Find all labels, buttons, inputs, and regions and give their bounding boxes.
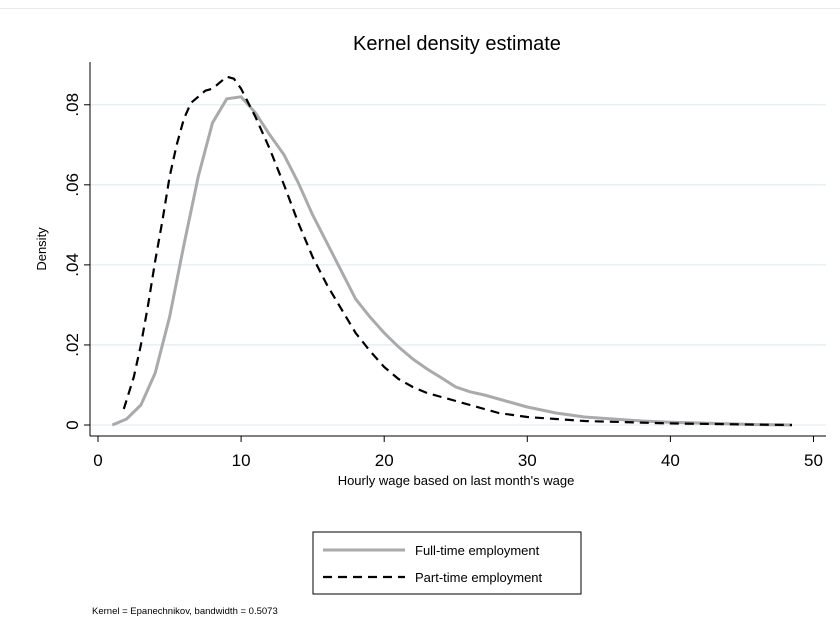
x-tick-label: 30	[518, 451, 537, 470]
legend-label-part-time: Part-time employment	[415, 570, 543, 585]
gridlines	[90, 104, 826, 426]
legend: Full-time employment Part-time employmen…	[312, 531, 582, 595]
y-tick-label: 0	[63, 420, 82, 429]
x-axis-label: Hourly wage based on last month's wage	[338, 473, 575, 488]
legend-label-full-time: Full-time employment	[415, 543, 540, 558]
x-tick-label: 0	[93, 451, 102, 470]
chart-title: Kernel density estimate	[353, 33, 561, 55]
top-divider	[0, 8, 840, 9]
y-axis-ticks: 0 .02 .04 .06 .08	[63, 93, 90, 430]
y-tick-label: .04	[63, 253, 82, 277]
y-tick-label: .02	[63, 333, 82, 357]
kernel-note: Kernel = Epanechnikov, bandwidth = 0.507…	[92, 606, 278, 617]
series-line-part-time	[122, 75, 793, 427]
x-tick-label: 40	[661, 451, 680, 470]
legend-box	[312, 531, 582, 595]
series-line-full-time	[111, 95, 793, 427]
y-axis-label: Density	[34, 227, 49, 271]
x-tick-label: 50	[804, 451, 823, 470]
series-lines	[111, 75, 793, 427]
y-tick-label: .08	[63, 93, 82, 117]
x-tick-label: 20	[375, 451, 394, 470]
x-tick-label: 10	[232, 451, 251, 470]
y-tick-label: .06	[63, 173, 82, 197]
x-axis-ticks: 0 10 20 30 40 50	[93, 436, 823, 470]
